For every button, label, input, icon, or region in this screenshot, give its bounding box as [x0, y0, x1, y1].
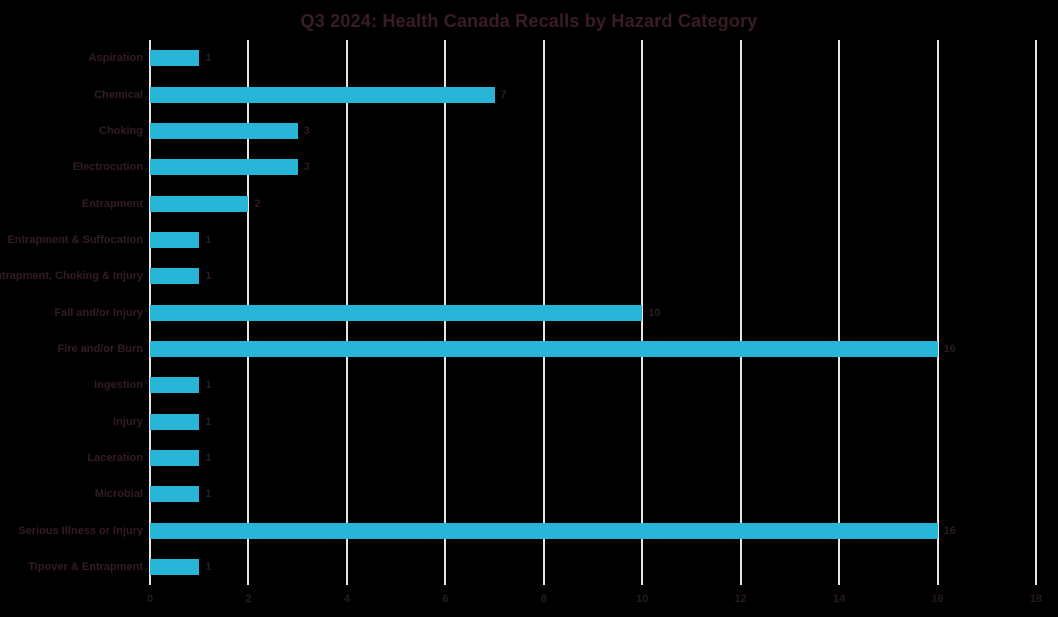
- data-label: 1: [205, 488, 212, 501]
- bar-aspiration: [150, 50, 200, 67]
- data-label: 3: [303, 124, 310, 137]
- category-label: Laceration: [87, 451, 143, 464]
- bar-chemical: [150, 86, 495, 103]
- bar-laceration: [150, 449, 200, 466]
- data-label: 16: [943, 524, 956, 537]
- category-label: Tipover & Entrapment: [28, 560, 143, 573]
- x-axis-tick-label: 12: [734, 593, 747, 605]
- gridline-x-14: [838, 40, 841, 585]
- category-label: Microbial: [94, 488, 143, 501]
- bar-ingestion: [150, 377, 200, 394]
- x-axis-tick-label: 18: [1029, 593, 1043, 605]
- x-axis-tick-label: 6: [442, 593, 449, 605]
- bar-entrapment-choking-injury: [150, 268, 200, 285]
- category-label: Fall and/or Injury: [54, 306, 143, 319]
- category-label: Serious Illness or Injury: [18, 524, 143, 537]
- bar-electrocution: [150, 159, 298, 176]
- data-label: 1: [205, 233, 212, 246]
- bar-entrapment: [150, 195, 249, 212]
- chart-title: Q3 2024: Health Canada Recalls by Hazard…: [300, 11, 758, 31]
- category-label: Injury: [113, 415, 143, 428]
- bar-injury: [150, 413, 200, 430]
- category-label: Entrapment: [81, 197, 143, 210]
- data-label: 1: [205, 270, 212, 283]
- gridline-x-10: [641, 40, 644, 585]
- bar-microbial: [150, 486, 200, 503]
- x-axis-tick-label: 10: [636, 593, 649, 605]
- x-axis-tick-label: 8: [540, 593, 547, 605]
- gridline-x-18: [1035, 40, 1037, 585]
- data-label: 2: [254, 197, 261, 210]
- x-axis-tick-label: 2: [245, 593, 252, 605]
- category-label: Choking: [99, 124, 143, 137]
- data-label: 10: [648, 306, 661, 319]
- bar-entrapment-suffocation: [150, 231, 200, 248]
- x-axis-tick-label: 14: [832, 593, 846, 605]
- bar-tipover-entrapment: [150, 558, 200, 575]
- gridline-x-12: [739, 40, 742, 585]
- data-label: 1: [205, 451, 212, 464]
- x-axis-tick-label: 16: [931, 593, 944, 605]
- x-axis-tick-label: 4: [343, 593, 350, 605]
- bar-fire-and-or-burn: [150, 340, 938, 357]
- bar-serious-illness-or-injury: [150, 522, 938, 539]
- category-label: Electrocution: [72, 161, 143, 174]
- category-label: Aspiration: [88, 52, 143, 65]
- x-axis-tick-label: 0: [146, 593, 154, 605]
- data-label: 16: [943, 342, 956, 355]
- data-label: 3: [303, 161, 310, 174]
- data-label: 1: [205, 560, 212, 573]
- bar-choking: [150, 122, 298, 139]
- data-label: 1: [205, 379, 212, 392]
- data-label: 7: [500, 88, 507, 101]
- category-label: Fire and/or Burn: [57, 342, 143, 355]
- data-label: 1: [205, 52, 212, 65]
- bar-fall-and-or-injury: [150, 304, 643, 321]
- category-label: Entrapment & Suffocation: [7, 233, 143, 246]
- category-label: Entrapment, Choking & Injury: [0, 270, 143, 283]
- category-label: Ingestion: [94, 379, 143, 392]
- category-label: Chemical: [94, 88, 143, 101]
- data-label: 1: [205, 415, 212, 428]
- gridline-x-16: [936, 40, 939, 585]
